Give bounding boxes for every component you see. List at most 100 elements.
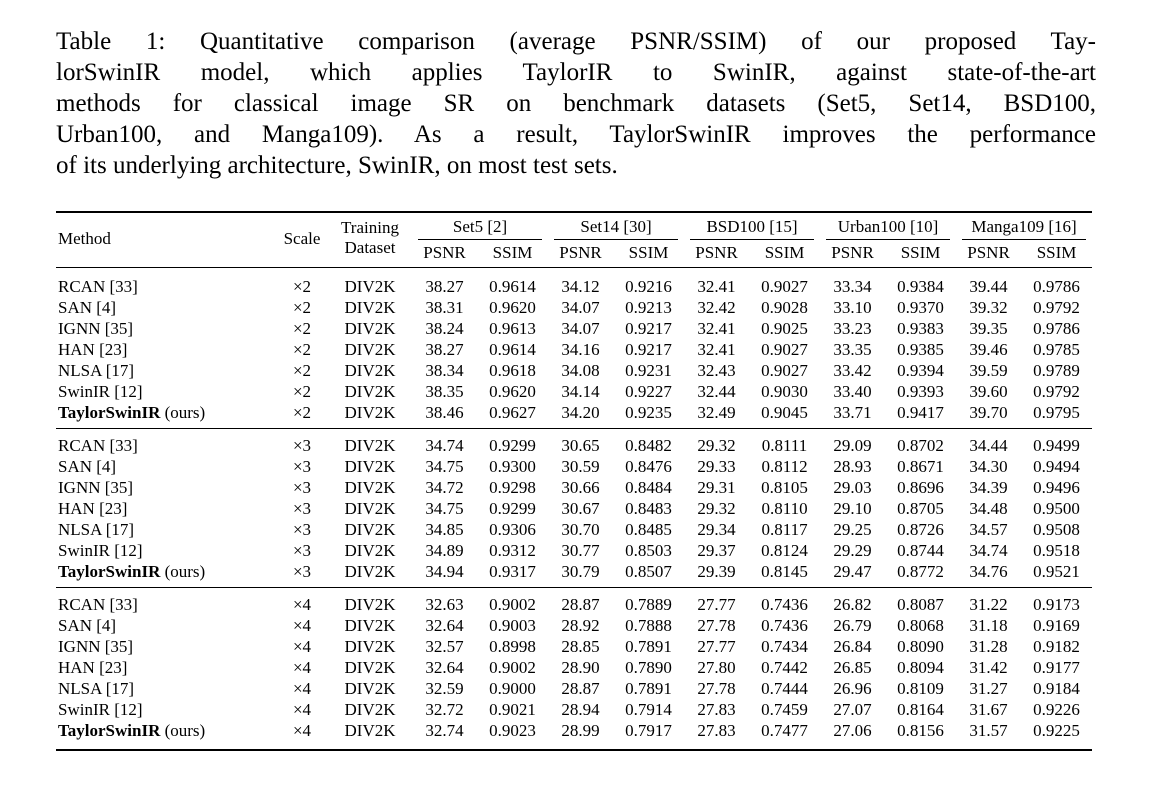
psnr-cell: 27.83 [697, 721, 736, 740]
ssim-cell: 0.9312 [489, 541, 536, 560]
psnr-cell: 34.07 [561, 319, 600, 338]
ssim-cell: 0.9217 [625, 340, 672, 359]
training-dataset-line2: Dataset [344, 238, 396, 257]
ssim-cell: 0.9508 [1033, 520, 1080, 539]
ssim-cell: 0.9613 [489, 319, 536, 338]
table-row: RCAN [33] ×4 DIV2K 32.63 0.9002 28.87 0.7889 27… [56, 588, 1092, 616]
psnr-cell: 31.22 [969, 595, 1008, 614]
table-row: TaylorSwinIR (ours) ×3 DIV2K 34.94 0.9317 30.… [56, 561, 1093, 588]
method-cell: SAN [4] [56, 456, 276, 477]
ssim-cell: 0.9385 [897, 340, 944, 359]
ssim-cell: 0.9627 [477, 402, 549, 429]
psnr-cell: 29.03 [833, 478, 872, 497]
ssim-cell: 0.8112 [761, 457, 808, 476]
method-cell: NLSA [17] [56, 519, 276, 540]
psnr-cell: 38.34 [425, 361, 464, 380]
scale-cell: ×2 [292, 361, 312, 380]
caption-line: Urban100, and Manga109). As a result, Ta… [56, 121, 1096, 148]
scale-cell: ×2 [292, 382, 312, 401]
ssim-cell: 0.8485 [625, 520, 672, 539]
ssim-cell: 0.8068 [897, 616, 944, 635]
psnr-cell: 29.37 [697, 541, 736, 560]
method-name: IGNN [35] [58, 637, 134, 656]
training-dataset-cell: DIV2K [344, 520, 396, 539]
psnr-cell: 34.75 [425, 499, 464, 518]
ssim-cell: 0.9620 [489, 382, 536, 401]
ssim-cell: 0.9306 [489, 520, 536, 539]
psnr-cell: 26.84 [833, 637, 872, 656]
ssim-cell: 0.8507 [613, 561, 685, 588]
training-dataset-line1: Training [341, 218, 399, 237]
ssim-cell: 0.9169 [1033, 616, 1080, 635]
ssim-cell: 0.9226 [1033, 700, 1080, 719]
ssim-cell: 0.9184 [1033, 679, 1080, 698]
psnr-cell: 29.29 [833, 541, 872, 560]
psnr-cell: 32.49 [684, 402, 750, 429]
scale-cell: ×3 [292, 520, 312, 539]
method-cell: HAN [23] [56, 657, 276, 678]
ssim-cell: 0.9317 [477, 561, 549, 588]
psnr-cell: 26.82 [833, 595, 872, 614]
psnr-cell: 38.31 [425, 298, 464, 317]
scale-cell: ×4 [292, 721, 312, 740]
table-row: TaylorSwinIR (ours) ×2 DIV2K 38.46 0.9627 34.… [56, 402, 1093, 429]
ssim-cell: 0.8726 [897, 520, 944, 539]
training-dataset-cell: DIV2K [344, 340, 396, 359]
ssim-cell: 0.9045 [749, 402, 821, 429]
table-row: SAN [4] ×2 DIV2K 38.31 0.9620 34.07 0.9213 32.4… [56, 297, 1092, 318]
method-name: TaylorSwinIR [58, 721, 161, 740]
psnr-cell: 34.94 [412, 561, 477, 588]
training-dataset-cell: DIV2K [344, 382, 396, 401]
paper-page: Table 1: Quantitative comparison (averag… [56, 28, 1096, 751]
psnr-cell: 34.75 [425, 457, 464, 476]
ssim-cell: 0.7888 [625, 616, 672, 635]
scale-cell: ×4 [292, 595, 312, 614]
scale-cell: ×3 [292, 478, 312, 497]
psnr-cell: 32.64 [425, 616, 464, 635]
method-name: SwinIR [12] [58, 382, 143, 401]
ssim-cell: 0.9030 [761, 382, 808, 401]
ssim-cell: 0.7459 [761, 700, 808, 719]
ssim-cell: 0.9003 [489, 616, 536, 635]
method-name: HAN [23] [58, 499, 128, 518]
ssim-cell: 0.9027 [761, 340, 808, 359]
ssim-cell: 0.9021 [489, 700, 536, 719]
training-dataset-cell: DIV2K [344, 361, 396, 380]
scale-cell: ×3 [292, 457, 312, 476]
psnr-cell: 38.35 [425, 382, 464, 401]
method-name: RCAN [33] [58, 277, 138, 296]
ssim-cell: 0.9299 [489, 436, 536, 455]
ssim-cell: 0.9002 [489, 658, 536, 677]
psnr-cell: 32.41 [697, 277, 736, 296]
psnr-cell: 26.96 [833, 679, 872, 698]
results-table-body: RCAN [33] ×2 DIV2K 38.27 0.9614 34.12 0.9216 32… [56, 268, 1093, 751]
method-name: SwinIR [12] [58, 541, 143, 560]
psnr-cell: 26.85 [833, 658, 872, 677]
col-header-scale: Scale [276, 212, 328, 268]
psnr-cell: 34.12 [561, 277, 600, 296]
psnr-cell: 38.27 [425, 340, 464, 359]
method-name: NLSA [17] [58, 679, 135, 698]
caption-line: lorSwinIR model, which applies TaylorIR … [56, 59, 1096, 86]
psnr-cell: 29.32 [697, 436, 736, 455]
col-subheader-ssim: SSIM [885, 240, 957, 268]
scale-cell: ×2 [276, 402, 328, 429]
header-row-metrics: PSNR SSIM PSNR SSIM PSNR SSIM PSNR SSIM … [56, 240, 1093, 268]
col-header-training-dataset: Training Dataset [328, 212, 412, 268]
psnr-cell: 31.57 [969, 721, 1008, 740]
psnr-cell: 28.93 [833, 457, 872, 476]
training-dataset-cell: DIV2K [344, 658, 396, 677]
scale-cell: ×4 [292, 637, 312, 656]
psnr-cell: 33.34 [833, 277, 872, 296]
training-dataset-cell: DIV2K [344, 700, 396, 719]
psnr-cell: 34.85 [425, 520, 464, 539]
training-dataset-cell: DIV2K [344, 679, 396, 698]
method-cell: HAN [23] [56, 339, 276, 360]
ssim-cell: 0.8671 [897, 457, 944, 476]
ssim-cell: 0.8484 [625, 478, 672, 497]
training-dataset-cell: DIV2K [344, 277, 396, 296]
method-cell: SwinIR [12] [56, 540, 276, 561]
method-cell: SAN [4] [56, 297, 276, 318]
ssim-cell: 0.9235 [613, 402, 685, 429]
method-name: HAN [23] [58, 658, 128, 677]
